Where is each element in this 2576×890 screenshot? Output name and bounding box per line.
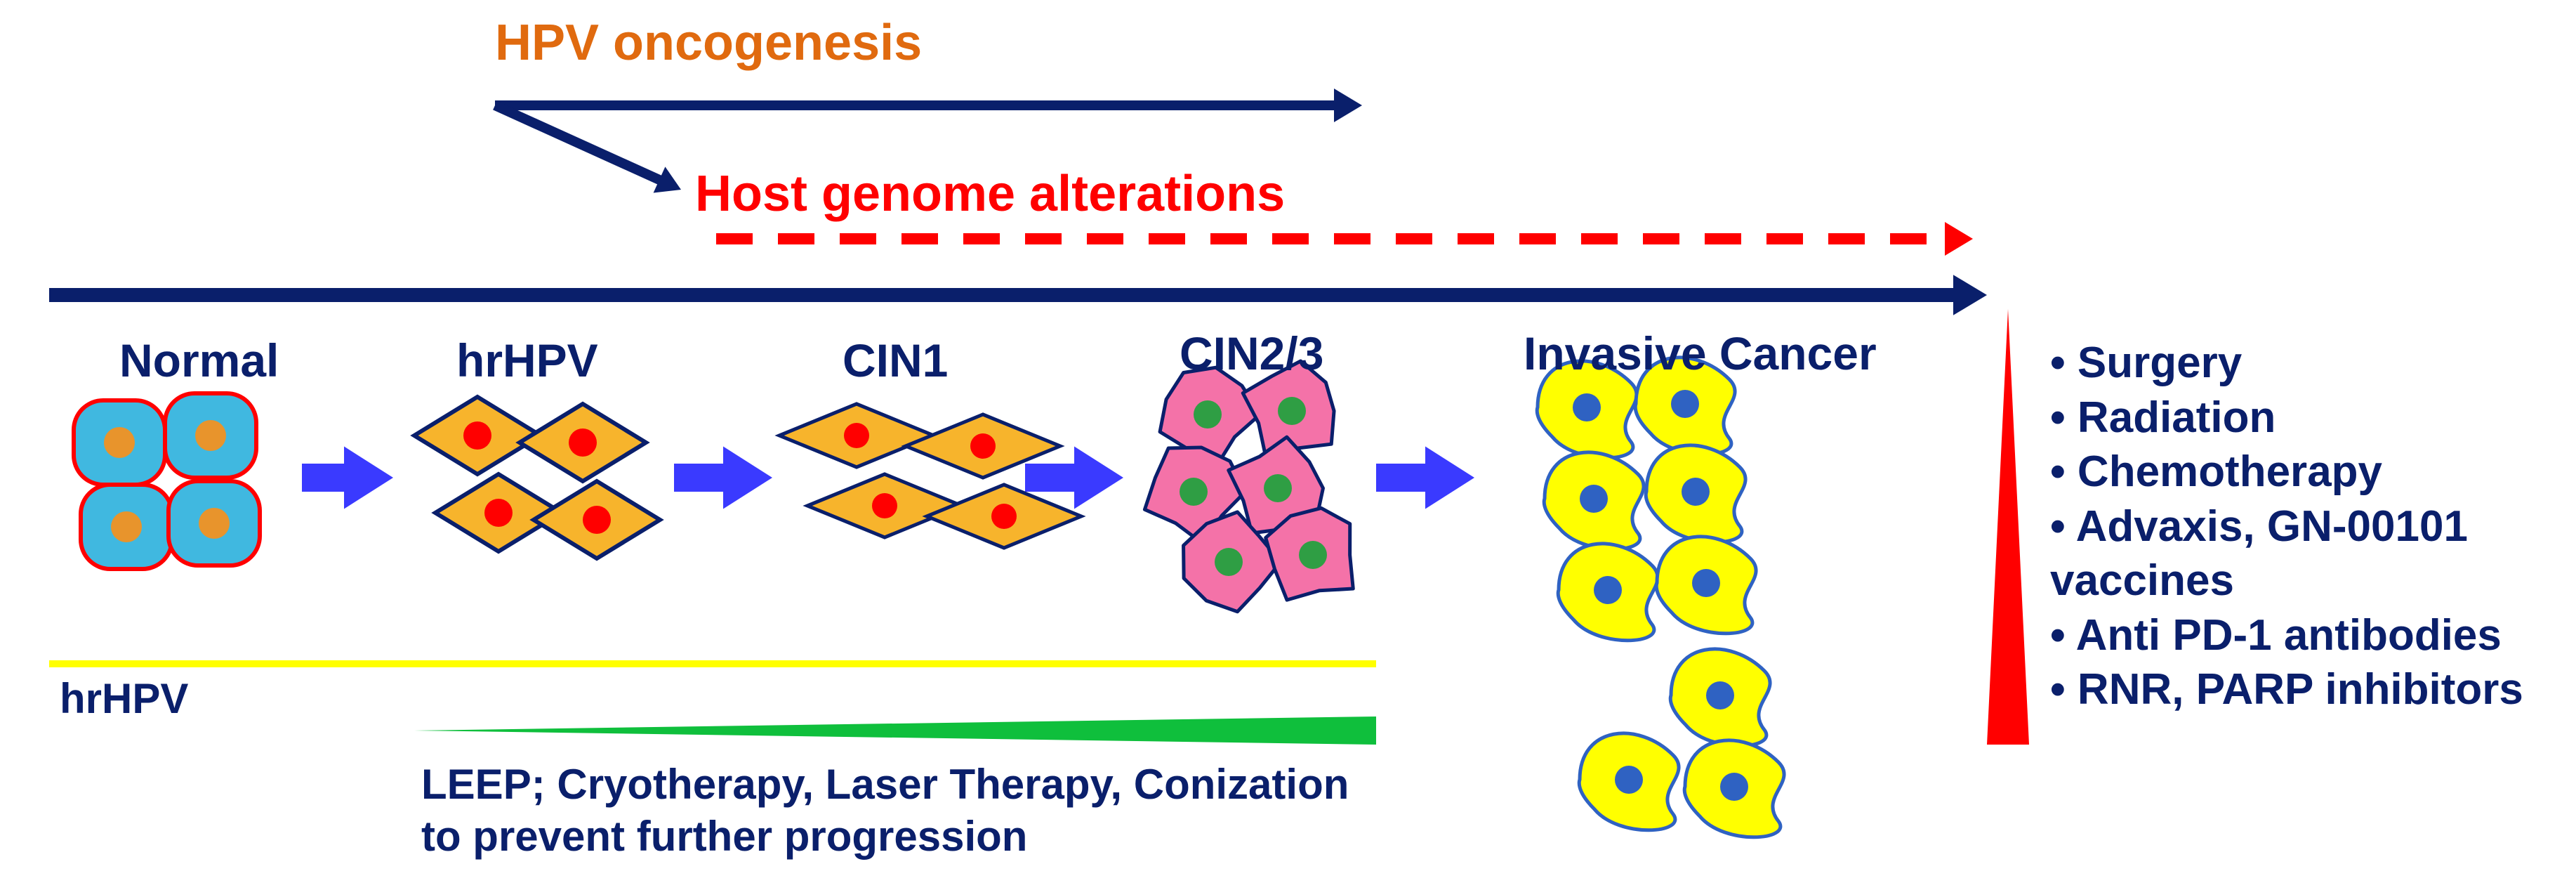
hpv-arrow: [495, 89, 1362, 122]
stage-label-normal: Normal: [119, 334, 279, 387]
treatment-item: vaccines: [2050, 554, 2523, 608]
treatment-item: • Advaxis, GN-00101: [2050, 499, 2523, 554]
stage-label-cin1: CIN1: [843, 334, 948, 387]
hpv-oncogenesis-label: HPV oncogenesis: [495, 14, 922, 72]
treatment-item: • Surgery: [2050, 336, 2523, 391]
step-arrow-1: [674, 447, 772, 509]
treatment-item: • RNR, PARP inhibitors: [2050, 662, 2523, 717]
leep-line-1: LEEP; Cryotherapy, Laser Therapy, Coniza…: [421, 759, 1349, 811]
step-arrow-3: [1376, 447, 1474, 509]
cells-normal: [74, 393, 260, 569]
treatment-item: • Radiation: [2050, 391, 2523, 445]
stage-label-cancer: Invasive Cancer: [1524, 327, 1877, 380]
treatment-item: • Anti PD-1 antibodies: [2050, 608, 2523, 663]
stage-label-cin23: CIN2/3: [1180, 327, 1323, 380]
treatments-list: • Surgery• Radiation• Chemotherapy• Adva…: [2050, 336, 2523, 717]
timeline-arrow: [49, 275, 1987, 315]
host-dashed-arrow: [716, 222, 1973, 256]
hrhpv-lower-label: hrHPV: [60, 674, 188, 723]
leep-text: LEEP; Cryotherapy, Laser Therapy, Coniza…: [421, 759, 1349, 863]
leep-line-2: to prevent further progression: [421, 811, 1349, 863]
host-genome-label: Host genome alterations: [695, 165, 1285, 223]
cells-cin23: [1144, 361, 1353, 612]
red-wedge: [1987, 309, 2029, 745]
cells-hrhpv: [414, 397, 660, 558]
treatment-item: • Chemotherapy: [2050, 445, 2523, 499]
cells-cancer: [1537, 358, 1784, 837]
green-wedge: [414, 716, 1376, 745]
hpv-to-host-arrow: [495, 105, 681, 193]
diagram-canvas: HPV oncogenesis Host genome alterations …: [0, 0, 2576, 890]
stage-label-hrhpv: hrHPV: [456, 334, 598, 387]
step-arrow-0: [302, 447, 393, 509]
